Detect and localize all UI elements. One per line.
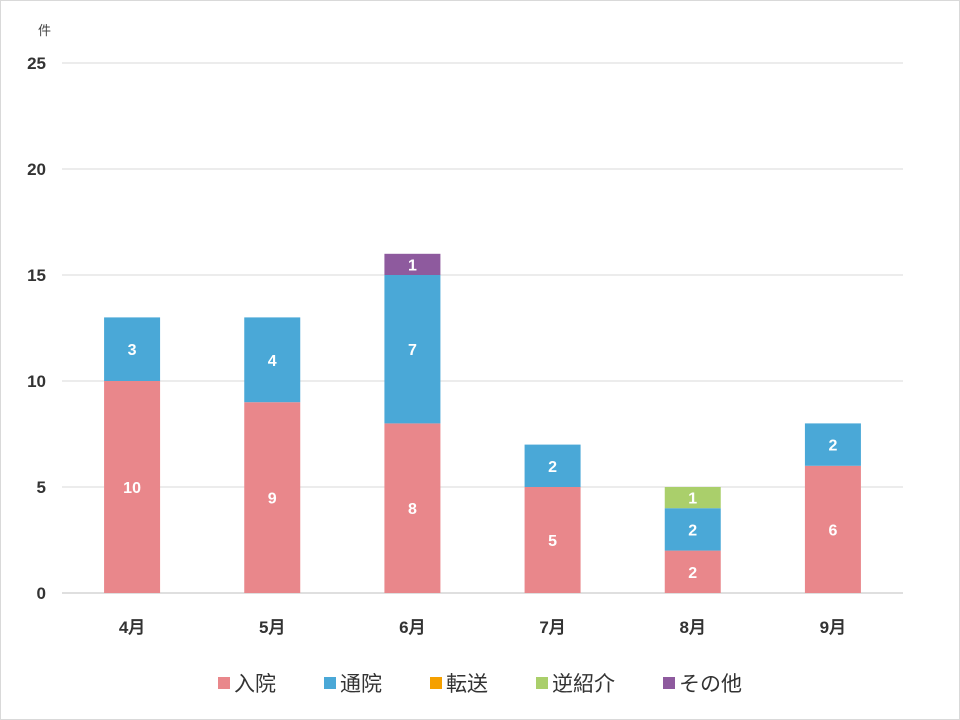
legend-label: 逆紹介 bbox=[552, 673, 615, 696]
x-tick-label: 9月 bbox=[820, 618, 846, 637]
x-tick-label: 6月 bbox=[399, 618, 425, 637]
legend-item: 通院 bbox=[324, 668, 382, 698]
bar-segment bbox=[524, 444, 581, 487]
data-label: 1 bbox=[408, 257, 417, 274]
y-tick-label: 10 bbox=[27, 372, 46, 391]
y-tick-label: 5 bbox=[37, 478, 46, 497]
bar-segment bbox=[524, 487, 581, 593]
data-label: 4 bbox=[268, 353, 277, 370]
bar-segment bbox=[384, 423, 441, 593]
y-tick-label: 0 bbox=[37, 584, 46, 603]
data-label: 3 bbox=[128, 342, 137, 359]
x-tick-label: 8月 bbox=[680, 618, 706, 637]
legend-label: 通院 bbox=[340, 673, 382, 696]
legend: 入院 通院 転送 逆紹介 その他 bbox=[0, 668, 960, 698]
bar-segment bbox=[664, 487, 721, 509]
bar-segment bbox=[664, 508, 721, 551]
legend-item: その他 bbox=[663, 668, 742, 698]
y-tick-label: 25 bbox=[27, 54, 46, 73]
data-label: 7 bbox=[408, 342, 417, 359]
legend-swatch bbox=[536, 677, 548, 689]
bar-segment bbox=[104, 381, 161, 593]
legend-item: 転送 bbox=[430, 668, 488, 698]
bar-segment bbox=[244, 402, 301, 593]
data-label: 9 bbox=[268, 491, 277, 508]
bar-segment bbox=[384, 253, 441, 275]
bar-segment bbox=[384, 275, 441, 424]
legend-item: 逆紹介 bbox=[536, 668, 615, 698]
x-tick-label: 5月 bbox=[259, 618, 285, 637]
data-label: 5 bbox=[548, 533, 557, 550]
data-label: 10 bbox=[123, 480, 141, 497]
legend-swatch bbox=[430, 677, 442, 689]
data-label: 2 bbox=[828, 438, 837, 455]
bar-segment bbox=[664, 550, 721, 593]
y-tick-label: 15 bbox=[27, 266, 46, 285]
bar-segment bbox=[244, 317, 301, 403]
bar-segment bbox=[804, 465, 861, 593]
legend-swatch bbox=[663, 677, 675, 689]
legend-label: その他 bbox=[679, 673, 742, 696]
legend-swatch bbox=[324, 677, 336, 689]
x-tick-label: 4月 bbox=[119, 618, 145, 637]
x-tick-label: 7月 bbox=[539, 618, 565, 637]
data-label: 8 bbox=[408, 501, 417, 518]
data-label: 2 bbox=[688, 565, 697, 582]
data-label: 6 bbox=[828, 522, 837, 539]
data-label: 2 bbox=[548, 459, 557, 476]
legend-label: 転送 bbox=[446, 673, 488, 696]
bar-segment bbox=[104, 317, 161, 381]
legend-item: 入院 bbox=[218, 668, 276, 698]
data-label: 2 bbox=[688, 522, 697, 539]
data-label: 1 bbox=[688, 491, 697, 508]
legend-label: 入院 bbox=[234, 673, 276, 696]
legend-swatch bbox=[218, 677, 230, 689]
y-axis-unit-label: 件 bbox=[38, 23, 51, 38]
y-tick-label: 20 bbox=[27, 160, 46, 179]
bar-segment bbox=[804, 423, 861, 466]
